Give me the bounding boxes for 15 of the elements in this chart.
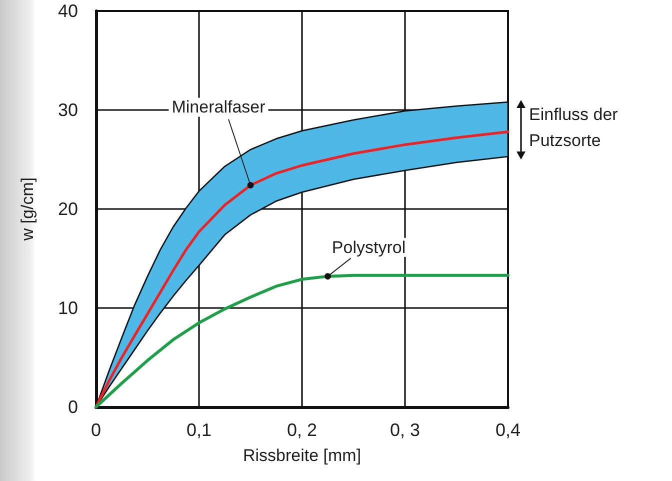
x-tick-label: 0, 2 bbox=[286, 420, 318, 440]
x-tick-label: 0 bbox=[90, 420, 102, 440]
y-tick-label: 20 bbox=[58, 199, 78, 219]
y-tick-label: 30 bbox=[58, 100, 78, 120]
text: Mineralfaser bbox=[172, 98, 266, 117]
x-axis-title: Rissbreite [mm] bbox=[242, 446, 362, 465]
y-tick-label: 0 bbox=[68, 397, 78, 417]
y-axis-title: w [g/cm] bbox=[18, 177, 37, 242]
x-tick-label: 0,1 bbox=[186, 420, 212, 440]
y-tick-label: 40 bbox=[58, 1, 78, 21]
x-tick-label: 0, 3 bbox=[390, 420, 420, 440]
y-tick-label: 10 bbox=[58, 298, 78, 318]
x-tick-label: 0,4 bbox=[495, 420, 521, 440]
text: Einfluss der Putzsorte bbox=[529, 104, 619, 152]
series-label: Polystyrol bbox=[332, 238, 406, 257]
